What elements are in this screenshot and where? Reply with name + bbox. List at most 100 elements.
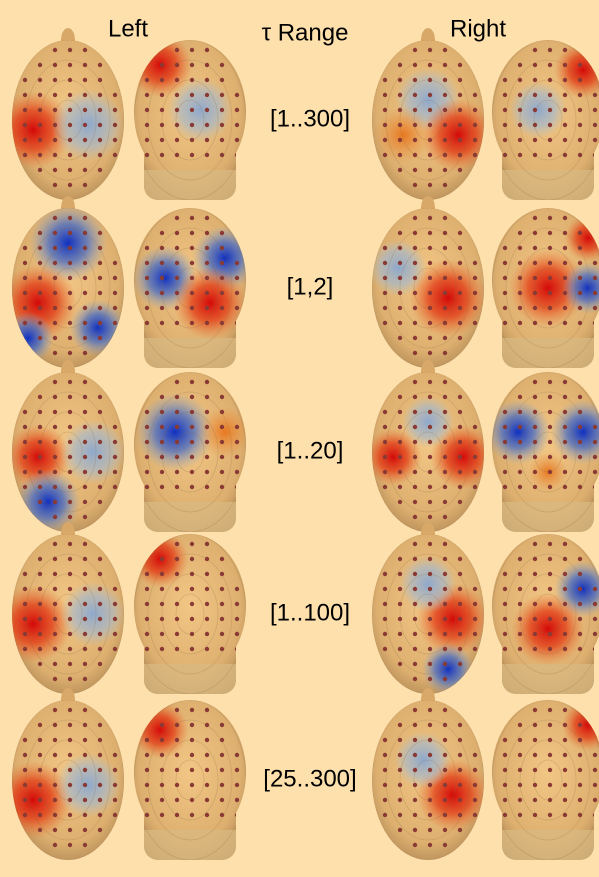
- electrode: [190, 291, 194, 295]
- electrode: [578, 470, 582, 474]
- electrode: [458, 617, 462, 621]
- electrode: [413, 321, 417, 325]
- electrode: [145, 783, 149, 787]
- electrode: [503, 276, 507, 280]
- electrode: [533, 470, 537, 474]
- electrode: [563, 380, 567, 384]
- electrode: [175, 557, 179, 561]
- electrode: [443, 500, 447, 504]
- electrode: [83, 587, 87, 591]
- electrode: [398, 500, 402, 504]
- electrode: [413, 602, 417, 606]
- electrode: [458, 587, 462, 591]
- electrode: [518, 647, 522, 651]
- electrode: [38, 153, 42, 157]
- neck: [502, 170, 594, 200]
- electrode: [473, 753, 477, 757]
- electrode: [458, 261, 462, 265]
- electrode: [83, 425, 87, 429]
- electrode: [563, 587, 567, 591]
- electrode: [563, 395, 567, 399]
- electrode: [175, 542, 179, 546]
- electrode: [98, 500, 102, 504]
- electrode: [190, 425, 194, 429]
- electrode: [113, 321, 117, 325]
- electrode: [205, 261, 209, 265]
- electrode: [220, 723, 224, 727]
- electrode: [98, 723, 102, 727]
- electrode: [548, 123, 552, 127]
- electrode: [83, 48, 87, 52]
- electrode: [563, 813, 567, 817]
- electrode: [98, 587, 102, 591]
- electrode: [53, 515, 57, 519]
- electrode: [83, 843, 87, 847]
- electrode: [413, 410, 417, 414]
- electrode: [383, 647, 387, 651]
- electrode: [548, 572, 552, 576]
- electrode: [98, 783, 102, 787]
- electrode: [68, 231, 72, 235]
- electrode: [160, 246, 164, 250]
- electrode: [458, 738, 462, 742]
- electrode: [38, 455, 42, 459]
- electrode: [563, 470, 567, 474]
- electrode: [53, 78, 57, 82]
- electrode: [443, 677, 447, 681]
- electrode: [175, 276, 179, 280]
- electrode: [235, 93, 239, 97]
- electrode: [428, 587, 432, 591]
- electrode: [175, 138, 179, 142]
- electrode: [190, 708, 194, 712]
- electrode: [190, 93, 194, 97]
- electrode: [578, 246, 582, 250]
- electrode: [23, 138, 27, 142]
- electrode: [413, 440, 417, 444]
- electrode: [473, 93, 477, 97]
- electrode: [443, 557, 447, 561]
- electrode: [38, 138, 42, 142]
- electrode: [398, 138, 402, 142]
- electrode: [383, 572, 387, 576]
- electrode: [473, 768, 477, 772]
- electrode: [548, 602, 552, 606]
- figure: Left τ Range Right [1..300][1,2][1..20][…: [0, 0, 599, 877]
- electrode: [593, 291, 597, 295]
- electrode: [548, 231, 552, 235]
- electrode: [160, 321, 164, 325]
- electrode: [98, 261, 102, 265]
- electrode: [578, 587, 582, 591]
- electrode: [443, 321, 447, 325]
- electrode: [458, 138, 462, 142]
- electrode: [160, 470, 164, 474]
- electrode: [443, 768, 447, 772]
- electrode: [458, 632, 462, 636]
- electrode: [398, 647, 402, 651]
- electrode: [443, 380, 447, 384]
- electrode: [113, 813, 117, 817]
- electrode: [235, 425, 239, 429]
- electrode: [145, 78, 149, 82]
- electrode: [145, 153, 149, 157]
- electrode: [145, 246, 149, 250]
- electrode: [23, 632, 27, 636]
- electrode: [578, 602, 582, 606]
- electrode: [443, 395, 447, 399]
- neck: [144, 830, 236, 860]
- electrode: [160, 78, 164, 82]
- electrode: [38, 410, 42, 414]
- electrode: [398, 410, 402, 414]
- electrode: [383, 108, 387, 112]
- electrode: [98, 455, 102, 459]
- electrode: [53, 153, 57, 157]
- electrode: [68, 291, 72, 295]
- electrode: [53, 828, 57, 832]
- electrode: [563, 78, 567, 82]
- electrode: [503, 93, 507, 97]
- electrode: [473, 108, 477, 112]
- electrode: [473, 485, 477, 489]
- electrode: [220, 291, 224, 295]
- electrode: [38, 63, 42, 67]
- electrode: [160, 798, 164, 802]
- electrode: [190, 276, 194, 280]
